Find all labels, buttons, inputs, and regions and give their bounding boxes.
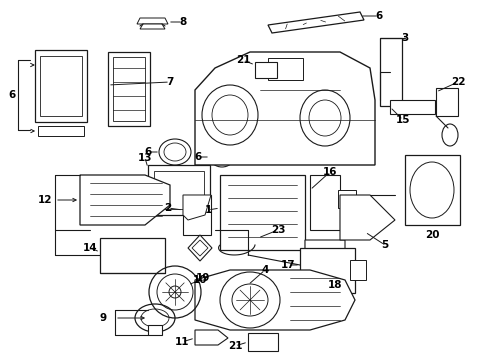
Bar [254,62,276,78]
Bar [299,248,354,293]
Bar [435,88,457,116]
Text: 12: 12 [38,195,52,205]
Text: 9: 9 [99,313,106,323]
Polygon shape [140,24,164,29]
Text: 13: 13 [138,153,152,163]
Bar [220,175,305,250]
Bar [38,126,84,136]
Polygon shape [192,240,207,256]
Polygon shape [80,175,170,225]
Text: 21: 21 [235,55,250,65]
Text: 6: 6 [194,152,201,162]
Bar [148,165,209,215]
Text: 6: 6 [8,90,16,100]
Polygon shape [183,195,210,220]
Text: 1: 1 [204,205,211,215]
Text: 5: 5 [381,240,388,250]
Polygon shape [267,12,363,33]
Text: 11: 11 [174,337,189,347]
Text: 6: 6 [375,11,382,21]
Bar [267,58,303,80]
Polygon shape [137,18,168,24]
Text: 15: 15 [395,115,409,125]
Text: 17: 17 [280,260,295,270]
Text: 19: 19 [195,273,210,283]
Bar [337,190,355,208]
Polygon shape [195,330,227,345]
Text: 21: 21 [227,341,242,351]
Bar [35,50,87,122]
Text: 18: 18 [327,280,342,290]
Bar [183,195,210,235]
Polygon shape [195,52,374,165]
Text: 7: 7 [166,77,173,87]
Bar [389,100,434,114]
Text: 2: 2 [164,203,171,213]
Text: 23: 23 [270,225,285,235]
Text: 3: 3 [401,33,408,43]
Bar [349,260,365,280]
Text: 4: 4 [261,265,268,275]
Text: 10: 10 [192,275,207,285]
Bar [40,56,82,116]
Bar [309,175,339,230]
Bar [247,333,278,351]
Bar [108,52,150,126]
Text: 14: 14 [82,243,97,253]
Text: 22: 22 [450,77,464,87]
Bar [379,38,401,106]
Bar [100,238,164,273]
Bar [113,57,145,121]
Polygon shape [148,325,162,335]
Polygon shape [195,270,354,330]
Text: 20: 20 [424,230,438,240]
Bar [154,171,203,209]
Bar [404,155,459,225]
Polygon shape [339,195,394,240]
Text: 8: 8 [179,17,186,27]
Polygon shape [305,240,345,270]
Polygon shape [187,235,212,261]
Text: 6: 6 [144,147,151,157]
Text: 16: 16 [322,167,337,177]
